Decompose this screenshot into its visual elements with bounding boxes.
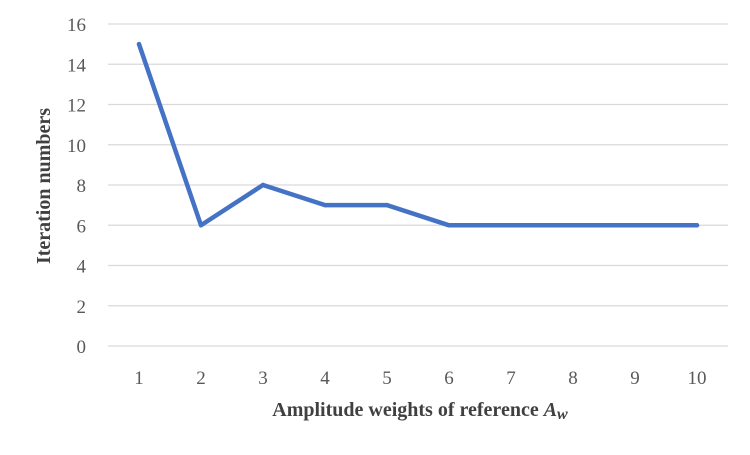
data-point-6 xyxy=(446,223,452,228)
data-point-4 xyxy=(322,202,328,208)
x-axis-title-subscript: w xyxy=(557,406,568,423)
y-tick-label: 14 xyxy=(67,55,87,76)
y-tick-label: 0 xyxy=(77,337,87,358)
x-tick-label: 3 xyxy=(258,368,268,389)
x-tick-label: 2 xyxy=(196,368,206,389)
x-axis-title: Amplitude weights of reference Aw xyxy=(272,399,568,423)
x-tick-label: 9 xyxy=(630,368,640,389)
y-axis-title: Iteration numbers xyxy=(33,108,55,264)
data-point-3 xyxy=(260,182,266,188)
series-layer xyxy=(136,41,700,228)
data-point-7 xyxy=(508,223,514,228)
y-tick-label: 4 xyxy=(77,257,87,278)
x-tick-label: 8 xyxy=(568,368,578,389)
series-line xyxy=(136,41,700,228)
y-tick-label: 16 xyxy=(67,15,86,36)
x-tick-label: 7 xyxy=(506,368,516,389)
data-point-9 xyxy=(632,223,638,228)
y-tick-label: 10 xyxy=(67,136,86,157)
x-tick-label: 10 xyxy=(688,368,707,389)
y-tick-label: 2 xyxy=(77,297,87,318)
gridlines xyxy=(108,23,728,347)
x-axis-title-text: Amplitude weights of reference xyxy=(272,399,543,421)
data-point-2 xyxy=(198,223,204,228)
data-point-8 xyxy=(570,223,576,228)
y-tick-label: 8 xyxy=(77,176,87,197)
y-axis-ticks: 0 2 4 6 8 10 12 14 16 xyxy=(67,15,87,358)
x-tick-label: 4 xyxy=(320,368,330,389)
x-axis-title-symbol: A xyxy=(542,399,557,421)
x-tick-label: 6 xyxy=(444,368,454,389)
data-point-1 xyxy=(136,41,142,47)
x-tick-label: 1 xyxy=(134,368,144,389)
x-tick-label: 5 xyxy=(382,368,392,389)
data-point-5 xyxy=(384,202,390,208)
data-point-10 xyxy=(694,223,700,228)
y-tick-label: 6 xyxy=(77,216,87,237)
x-axis-ticks: 1 2 3 4 5 6 7 8 9 10 xyxy=(134,368,706,389)
y-tick-label: 12 xyxy=(67,96,86,117)
